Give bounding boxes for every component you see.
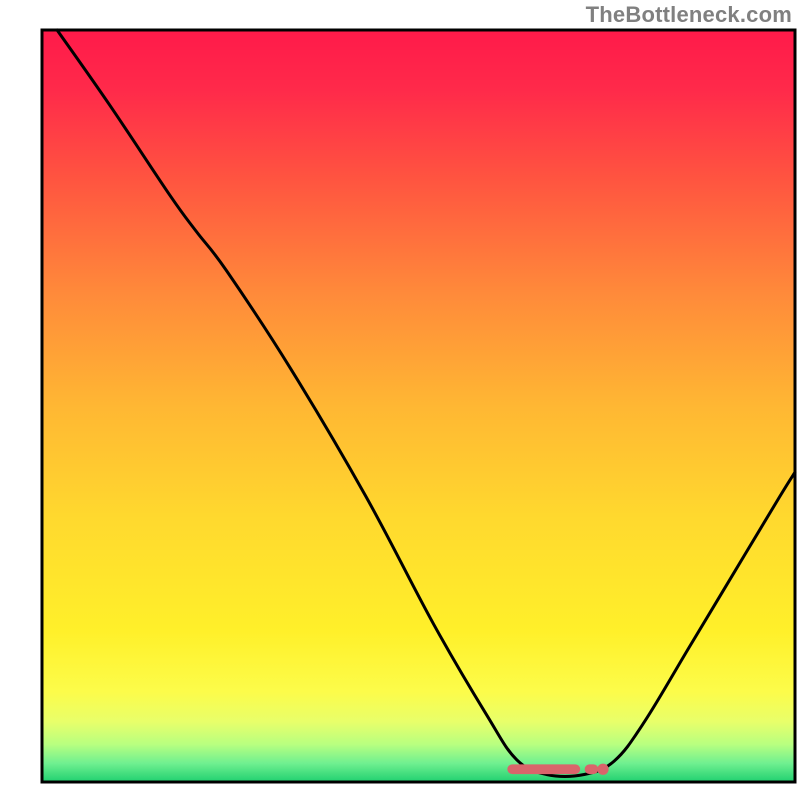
watermark-text: TheBottleneck.com [586, 2, 792, 28]
bottleneck-chart [0, 0, 800, 800]
sweet-spot-marker [507, 764, 608, 775]
gradient-background [42, 30, 795, 782]
chart-container: { "watermark": { "text": "TheBottleneck.… [0, 0, 800, 800]
